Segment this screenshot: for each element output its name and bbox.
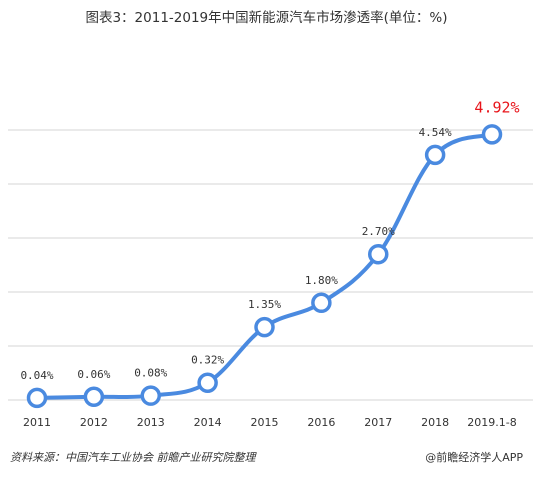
data-point-2016 bbox=[311, 292, 332, 314]
data-label-2018: 4.54% bbox=[419, 126, 452, 139]
x-tick-label-2011: 2011 bbox=[23, 416, 51, 429]
brand-credit: @前瞻经济学人APP bbox=[425, 451, 523, 464]
x-tick-label-2016: 2016 bbox=[307, 416, 335, 429]
source-note: 资料来源：中国汽车工业协会 前瞻产业研究院整理 bbox=[10, 451, 256, 464]
x-tick-label-2013: 2013 bbox=[137, 416, 165, 429]
data-point-2019.1-8 bbox=[481, 124, 503, 145]
data-label-2012: 0.06% bbox=[77, 368, 110, 381]
x-tick-label-2014: 2014 bbox=[194, 416, 222, 429]
x-tick-label-2017: 2017 bbox=[364, 416, 392, 429]
data-point-2018 bbox=[424, 144, 446, 166]
data-label-2019.1-8: 4.92% bbox=[474, 98, 519, 116]
series-line bbox=[35, 132, 494, 400]
x-tick-label-2019.1-8: 2019.1-8 bbox=[467, 416, 516, 429]
data-point-2017 bbox=[368, 243, 389, 265]
data-label-2013: 0.08% bbox=[134, 367, 167, 380]
data-label-2014: 0.32% bbox=[191, 354, 224, 367]
data-point-2011 bbox=[26, 387, 48, 409]
data-markers bbox=[26, 124, 503, 409]
x-tick-label-2018: 2018 bbox=[421, 416, 449, 429]
data-point-2014 bbox=[197, 372, 218, 393]
x-tick-label-2012: 2012 bbox=[80, 416, 108, 429]
data-labels: 0.04% 0.06% 0.08% 0.32% 1.35% 1.80% 2.70% 4.54%… bbox=[20, 98, 519, 382]
data-point-2013 bbox=[140, 385, 161, 406]
x-tick-label-2015: 2015 bbox=[251, 416, 279, 429]
data-label-2011: 0.04% bbox=[20, 369, 53, 382]
data-label-2016: 1.80% bbox=[305, 274, 338, 287]
data-point-2012 bbox=[83, 386, 105, 408]
grid-lines bbox=[8, 129, 533, 401]
x-axis-tick-labels: 2011 2012 2013 2014 2015 2016 2017 2018 2019.1-8 bbox=[23, 416, 517, 429]
series-line-group bbox=[35, 132, 494, 400]
data-point-2015 bbox=[254, 316, 275, 338]
data-label-2017: 2.70% bbox=[362, 225, 395, 238]
chart-title: 图表3：2011-2019年中国新能源汽车市场渗透率(单位：%) bbox=[85, 10, 448, 26]
data-label-2015: 1.35% bbox=[248, 298, 281, 311]
